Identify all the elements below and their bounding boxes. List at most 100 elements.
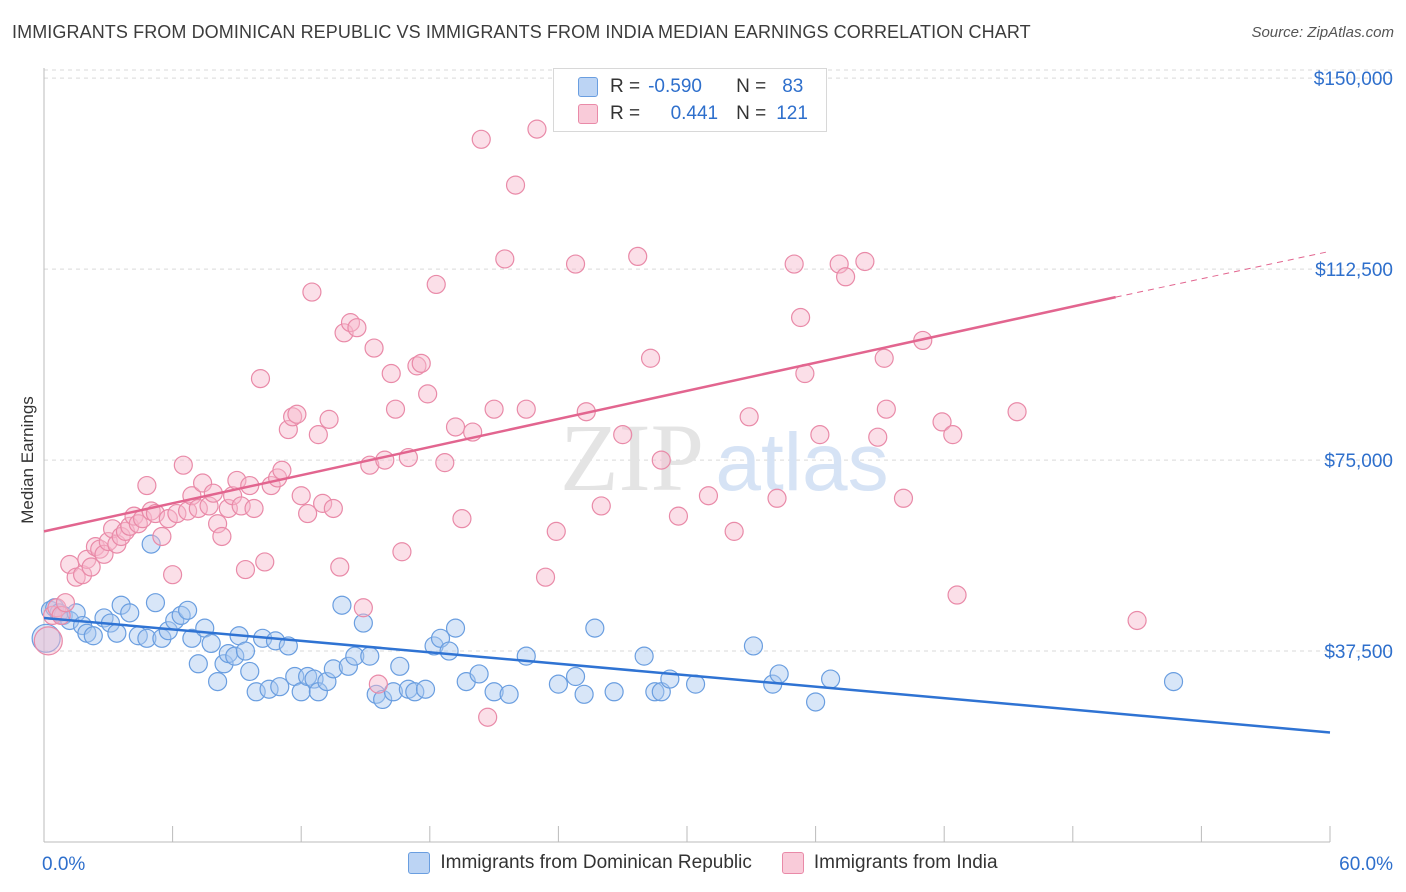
point-india <box>55 593 76 613</box>
watermark-zip: ZIP <box>560 404 704 511</box>
point-dominican <box>373 689 393 710</box>
point-dominican <box>141 534 161 554</box>
legend-swatch-pink <box>578 104 598 124</box>
axes <box>43 68 1331 843</box>
series-dominican-points <box>31 534 1184 712</box>
point-india <box>208 514 228 534</box>
n-label: N = <box>736 76 767 97</box>
point-india <box>739 407 759 427</box>
point-india <box>385 399 406 419</box>
point-dominican <box>178 600 198 620</box>
point-india <box>340 313 361 333</box>
tick-labels: $37,500 $75,000 $112,500 $150,000 0.0% 60.0% <box>42 69 1393 875</box>
legend-swatch-pink <box>781 852 804 874</box>
point-dominican <box>805 692 826 712</box>
point-dominican <box>235 641 256 661</box>
n-value: 83 <box>782 76 804 97</box>
trend-line-dominican <box>43 616 1331 734</box>
point-india <box>790 307 811 328</box>
point-india <box>947 585 967 605</box>
point-india <box>368 674 388 694</box>
point-india <box>628 246 648 267</box>
point-india <box>527 119 547 139</box>
r-label: R = <box>610 76 641 97</box>
point-india <box>411 353 431 373</box>
point-dominican <box>182 628 202 648</box>
r-label: R = <box>610 103 641 124</box>
point-india <box>137 475 157 496</box>
legend-row-india: R = 0.441 N = 121 <box>578 101 808 127</box>
x-tick-label: 60.0% <box>1339 854 1393 875</box>
legend-item-india: Immigrants from India <box>781 852 998 874</box>
point-dominican <box>424 636 444 656</box>
trend-line-india-extension <box>1115 250 1331 298</box>
point-india <box>767 488 787 508</box>
point-india <box>546 521 566 541</box>
point-india <box>535 567 556 587</box>
point-india <box>94 544 114 564</box>
point-india <box>724 521 744 541</box>
point-india <box>484 399 504 419</box>
point-dominican <box>1163 671 1184 692</box>
point-dominican <box>415 679 436 699</box>
point-india <box>212 526 232 547</box>
point-india <box>836 267 856 287</box>
point-india <box>418 384 438 404</box>
point-india <box>255 552 275 572</box>
point-india <box>668 506 689 526</box>
legend-swatch-blue <box>408 852 431 874</box>
point-india <box>565 254 586 274</box>
point-india <box>1127 610 1147 631</box>
point-dominican <box>360 646 380 666</box>
point-india <box>651 450 671 470</box>
point-dominican <box>107 623 127 643</box>
y-tick-label: $150,000 <box>1314 69 1393 90</box>
point-india <box>319 409 339 429</box>
point-dominican <box>338 656 358 676</box>
point-dominican <box>685 674 706 694</box>
trend-lines <box>43 250 1331 734</box>
point-india <box>244 498 264 519</box>
point-india <box>445 417 466 437</box>
y-tick-label: $112,500 <box>1315 260 1393 281</box>
point-dominican <box>469 664 489 684</box>
point-india <box>876 399 896 419</box>
point-dominican <box>225 646 245 666</box>
chart-title: IMMIGRANTS FROM DOMINICAN REPUBLIC VS IM… <box>12 22 1031 42</box>
point-india <box>302 282 322 302</box>
point-dominican <box>145 593 166 613</box>
point-dominican <box>548 674 569 694</box>
point-india <box>250 369 271 389</box>
y-tick-label: $75,000 <box>1324 451 1393 472</box>
point-dominican <box>445 618 466 638</box>
point-india <box>334 323 354 343</box>
point-dominican <box>188 654 208 674</box>
legend-swatch-blue <box>578 77 598 97</box>
point-india <box>33 626 63 656</box>
legend-item-dominican: Immigrants from Dominican Republic <box>408 852 752 874</box>
point-dominican <box>278 636 298 656</box>
point-dominican <box>604 682 624 702</box>
point-dominican <box>31 623 61 653</box>
r-value: 0.441 <box>670 103 719 124</box>
point-dominican <box>769 664 789 684</box>
point-india <box>810 425 830 445</box>
point-india <box>287 404 307 424</box>
watermark-atlas: atlas <box>715 417 888 508</box>
legend-row-dominican: R = -0.590 N = 83 <box>578 74 803 100</box>
point-dominican <box>821 669 841 689</box>
point-dominican <box>137 628 157 648</box>
point-dominican <box>743 636 764 656</box>
point-india <box>640 348 661 368</box>
point-dominican <box>383 682 403 702</box>
point-dominican <box>353 613 373 633</box>
point-india <box>868 427 888 447</box>
point-india <box>381 363 401 384</box>
point-dominican <box>120 603 140 623</box>
point-india <box>173 455 193 475</box>
series-legend: Immigrants from Dominican Republic Immig… <box>0 852 1406 874</box>
point-dominican <box>323 659 343 679</box>
point-india <box>323 498 343 519</box>
point-india <box>392 542 412 562</box>
point-dominican <box>240 661 260 682</box>
